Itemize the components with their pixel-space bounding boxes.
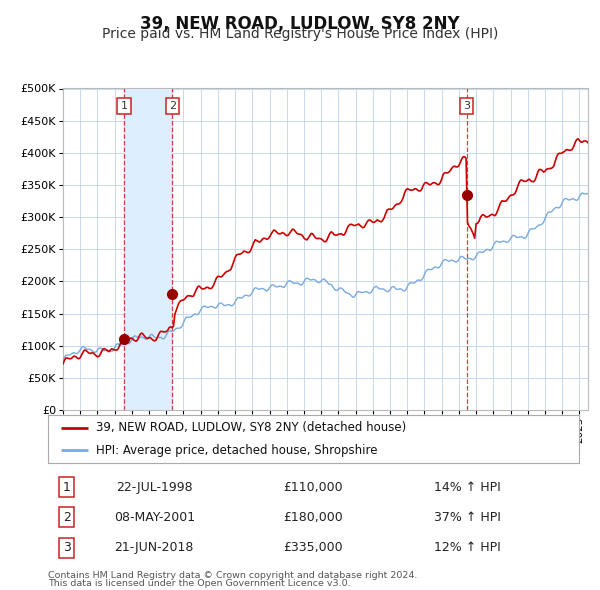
Bar [124, 88, 172, 410]
Text: 14% ↑ HPI: 14% ↑ HPI [434, 481, 501, 494]
Text: 2: 2 [62, 511, 71, 524]
Text: 08-MAY-2001: 08-MAY-2001 [113, 511, 195, 524]
Text: 12% ↑ HPI: 12% ↑ HPI [434, 541, 501, 554]
Text: £110,000: £110,000 [284, 481, 343, 494]
Text: 1: 1 [62, 481, 71, 494]
Text: Contains HM Land Registry data © Crown copyright and database right 2024.: Contains HM Land Registry data © Crown c… [48, 571, 418, 580]
Text: 2: 2 [169, 101, 176, 111]
Text: 1: 1 [121, 101, 127, 111]
Text: HPI: Average price, detached house, Shropshire: HPI: Average price, detached house, Shro… [96, 444, 377, 457]
Text: 3: 3 [463, 101, 470, 111]
Text: 21-JUN-2018: 21-JUN-2018 [115, 541, 194, 554]
Text: 39, NEW ROAD, LUDLOW, SY8 2NY: 39, NEW ROAD, LUDLOW, SY8 2NY [140, 15, 460, 33]
Text: 3: 3 [62, 541, 71, 554]
Text: This data is licensed under the Open Government Licence v3.0.: This data is licensed under the Open Gov… [48, 579, 350, 588]
Text: 22-JUL-1998: 22-JUL-1998 [116, 481, 193, 494]
Text: £180,000: £180,000 [284, 511, 343, 524]
Text: 39, NEW ROAD, LUDLOW, SY8 2NY (detached house): 39, NEW ROAD, LUDLOW, SY8 2NY (detached … [96, 421, 406, 434]
Text: 37% ↑ HPI: 37% ↑ HPI [434, 511, 501, 524]
Text: £335,000: £335,000 [284, 541, 343, 554]
Text: Price paid vs. HM Land Registry's House Price Index (HPI): Price paid vs. HM Land Registry's House … [102, 27, 498, 41]
